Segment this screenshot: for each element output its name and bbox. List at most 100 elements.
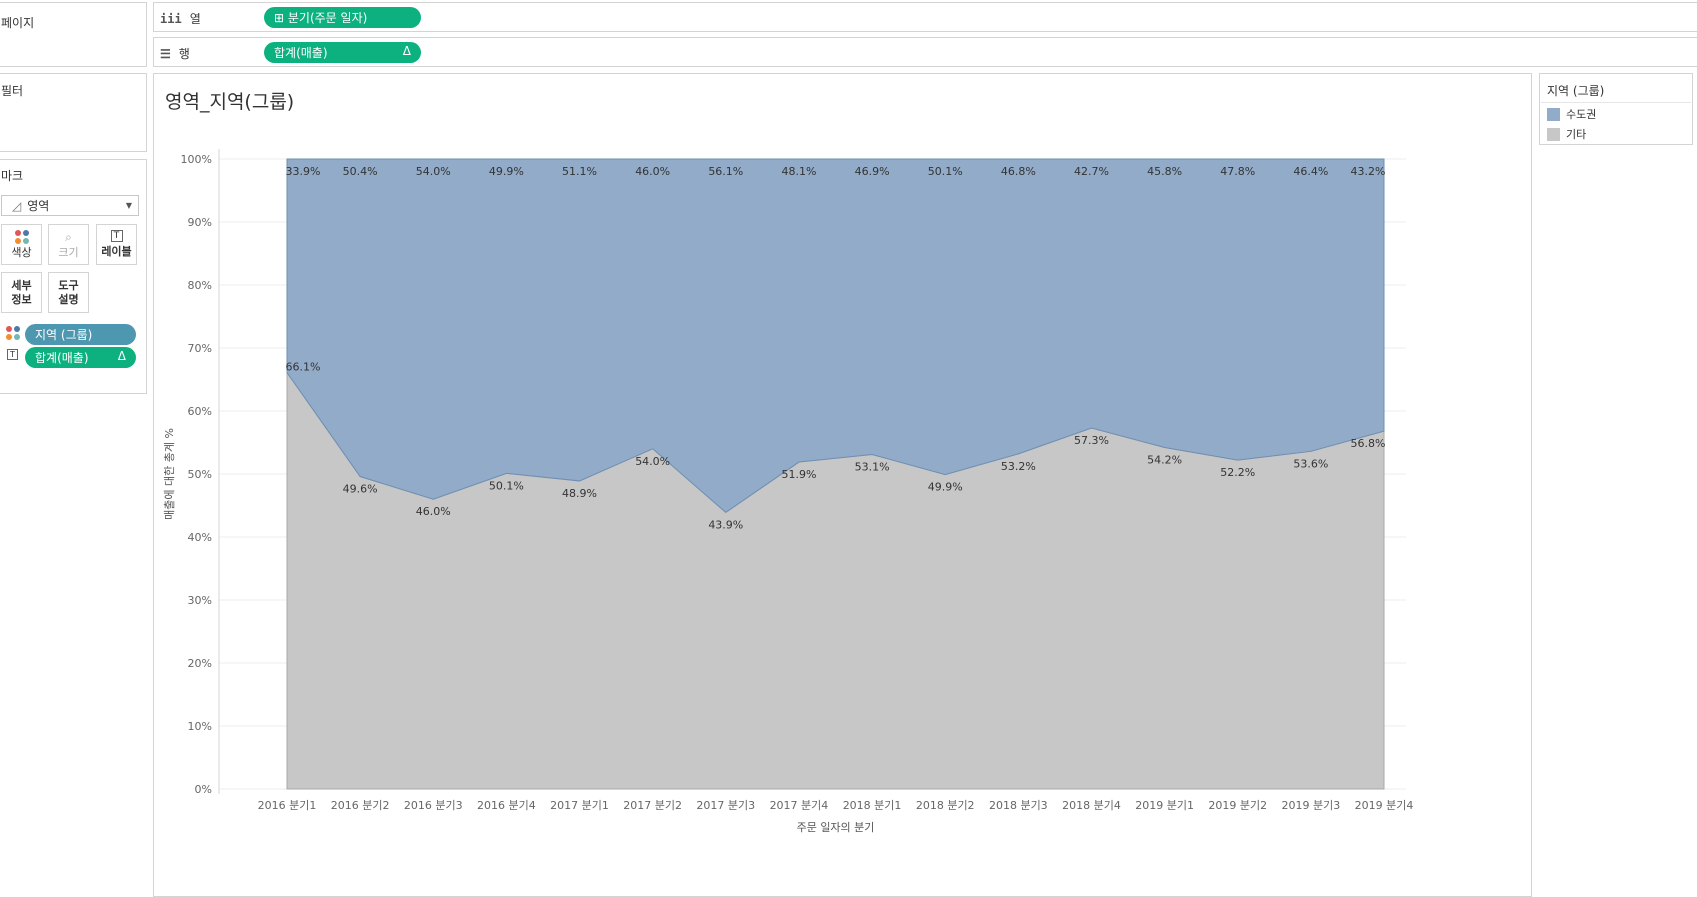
data-label-other: 50.1% [489, 479, 524, 492]
delta-icon: Δ [402, 44, 411, 58]
color-field-pill[interactable]: 지역 (그룹) [25, 324, 136, 345]
x-tick-label: 2016 분기4 [477, 799, 536, 812]
columns-pill[interactable]: ⊞ 분기(주문 일자) [264, 7, 421, 28]
x-tick-label: 2016 분기3 [404, 799, 463, 812]
y-tick-label: 30% [188, 594, 212, 607]
data-label-capital: 46.4% [1293, 165, 1328, 178]
data-label-capital: 33.9% [286, 165, 321, 178]
legend-item-other[interactable]: 기타 [1547, 126, 1586, 142]
y-tick-label: 90% [188, 216, 212, 229]
rows-shelf[interactable]: ☰ 행 합계(매출) Δ [153, 37, 1697, 67]
x-tick-label: 2017 분기3 [696, 799, 755, 812]
data-label-capital: 42.7% [1074, 165, 1109, 178]
tooltip-button[interactable]: 도구 설명 [48, 272, 89, 313]
detail-button-label: 세부 정보 [11, 278, 32, 306]
data-label-other: 46.0% [416, 505, 451, 518]
marks-title: 마크 [1, 169, 24, 183]
data-label-other: 49.9% [928, 481, 963, 494]
color-field-icon [6, 326, 20, 340]
x-axis-title: 주문 일자의 분기 [797, 820, 875, 834]
filters-title: 필터 [1, 84, 24, 98]
label-button-label: 레이블 [101, 245, 132, 258]
label-icon: T [110, 230, 123, 242]
viz-panel[interactable]: 영역_지역(그룹) 0% 10% 20% 30% 40% 50% 60% 70% 80% 90% 1… [153, 73, 1532, 897]
y-tick-label: 100% [181, 153, 212, 166]
area-series-capital[interactable] [286, 158, 1385, 514]
data-label-other: 57.3% [1074, 434, 1109, 447]
y-tick-label: 80% [188, 279, 212, 292]
rows-pill-label: 합계(매출) [274, 46, 328, 60]
data-label-other: 53.1% [855, 460, 890, 473]
data-label-capital: 50.1% [928, 165, 963, 178]
rows-icon: ☰ [160, 46, 171, 61]
detail-button[interactable]: 세부 정보 [1, 272, 42, 313]
legend-item-capital[interactable]: 수도권 [1547, 106, 1596, 122]
data-label-capital: 54.0% [416, 165, 451, 178]
data-label-capital: 49.9% [489, 165, 524, 178]
y-tick-label: 60% [188, 405, 212, 418]
x-tick-label: 2017 분기2 [623, 799, 682, 812]
x-tick-label: 2018 분기1 [843, 799, 902, 812]
label-field-label: 합계(매출) [35, 351, 89, 365]
color-field-label: 지역 (그룹) [35, 328, 93, 342]
legend-label: 수도권 [1566, 108, 1597, 121]
mark-type-dropdown[interactable]: ◿ 영역 ▼ [1, 195, 139, 216]
columns-icon: iii [160, 11, 182, 26]
label-field-icon: T [7, 349, 18, 360]
legend-label: 기타 [1566, 128, 1587, 141]
x-tick-label: 2019 분기2 [1208, 799, 1267, 812]
y-axis-title: 매출에 대한 총계 % [163, 428, 176, 520]
data-label-capital: 50.4% [343, 165, 378, 178]
columns-pill-label: ⊞ 분기(주문 일자) [274, 11, 368, 25]
y-tick-label: 70% [188, 342, 212, 355]
legend-panel[interactable]: 지역 (그룹) 수도권 기타 [1539, 73, 1693, 145]
data-label-other: 53.6% [1293, 457, 1328, 470]
x-tick-label: 2016 분기1 [258, 799, 317, 812]
x-tick-label: 2018 분기2 [916, 799, 975, 812]
color-icon [14, 229, 29, 246]
columns-shelf[interactable]: iii 열 ⊞ 분기(주문 일자) [153, 2, 1697, 32]
data-label-capital: 45.8% [1147, 165, 1182, 178]
data-label-other: 53.2% [1001, 460, 1036, 473]
data-label-capital: 46.9% [855, 165, 890, 178]
data-label-other: 54.2% [1147, 454, 1182, 467]
filters-panel[interactable]: 필터 [0, 73, 147, 152]
pages-panel[interactable]: 페이지 [0, 2, 147, 67]
data-label-other: 54.0% [635, 455, 670, 468]
data-label-other: 52.2% [1220, 466, 1255, 479]
chevron-down-icon: ▼ [125, 201, 132, 210]
color-button[interactable]: 색상 [1, 224, 42, 265]
data-label-capital: 43.2% [1351, 165, 1386, 178]
data-label-other: 56.8% [1351, 437, 1386, 450]
y-tick-label: 0% [195, 783, 212, 796]
marks-card[interactable]: 마크 ◿ 영역 ▼ 색상 ⌕ 크기 T 레이블 세부 정보 도구 설명 지역 (… [0, 159, 147, 394]
color-button-label: 색상 [11, 245, 32, 259]
label-field-pill[interactable]: 합계(매출) Δ [25, 347, 136, 368]
area-mark-icon: ◿ [12, 198, 22, 213]
x-tick-label: 2019 분기1 [1135, 799, 1194, 812]
data-label-capital: 47.8% [1220, 165, 1255, 178]
legend-swatch [1547, 127, 1560, 141]
mark-type-label: 영역 [27, 199, 50, 213]
size-button-label: 크기 [58, 245, 79, 259]
area-chart[interactable]: 0% 10% 20% 30% 40% 50% 60% 70% 80% 90% 100% 33.9% 50… [154, 74, 1531, 896]
data-label-other: 66.1% [286, 361, 321, 374]
columns-label: 열 [189, 12, 201, 26]
data-label-other: 43.9% [708, 518, 743, 531]
x-tick-label: 2016 분기2 [331, 799, 390, 812]
x-tick-label: 2018 분기4 [1062, 799, 1121, 812]
rows-pill[interactable]: 합계(매출) Δ [264, 42, 421, 63]
chart-title: 영역_지역(그룹) [165, 91, 295, 113]
x-tick-label: 2017 분기1 [550, 799, 609, 812]
x-tick-label: 2018 분기3 [989, 799, 1048, 812]
y-tick-label: 50% [188, 468, 212, 481]
pages-title: 페이지 [1, 16, 35, 30]
x-tick-label: 2019 분기3 [1281, 799, 1340, 812]
x-tick-label: 2017 분기4 [770, 799, 829, 812]
size-icon: ⌕ [65, 229, 72, 244]
size-button[interactable]: ⌕ 크기 [48, 224, 89, 265]
rows-label: 행 [178, 47, 190, 61]
data-label-capital: 46.0% [635, 165, 670, 178]
label-button[interactable]: T 레이블 [96, 224, 137, 265]
data-label-capital: 46.8% [1001, 165, 1036, 178]
